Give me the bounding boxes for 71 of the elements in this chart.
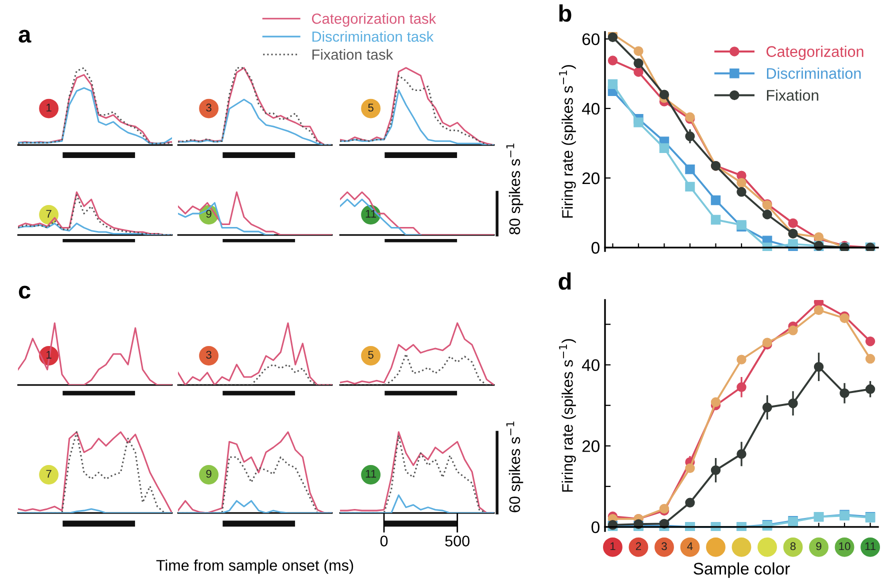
point: [685, 498, 695, 508]
legend-label: Discrimination: [766, 68, 861, 79]
annotation: 3: [206, 104, 212, 112]
legend-label: Fixation: [766, 90, 818, 101]
point: [608, 32, 618, 42]
y-tick-label: 20: [582, 440, 600, 452]
point: [736, 178, 746, 188]
x-tick-label: 500: [445, 536, 470, 546]
y-axis-title: Firing rate (spikes s$^{−1}$): [559, 65, 576, 218]
point: [865, 354, 876, 364]
legend-label: Categorization task: [312, 13, 436, 27]
point: [608, 79, 618, 90]
point: [814, 305, 824, 315]
chart-title: c: [18, 286, 30, 299]
point: [736, 187, 746, 197]
text: 80 spikes s$^{−1}$: [506, 144, 524, 234]
point: [865, 336, 876, 346]
x-tick-label: 0: [380, 536, 388, 546]
y-tick-label: 0: [592, 242, 600, 254]
annotation: 9: [206, 210, 212, 218]
point: [736, 354, 746, 364]
annotation: 11: [366, 470, 376, 478]
legend-label: Fixation task: [312, 49, 394, 60]
annotation: 5: [368, 350, 374, 359]
point: [685, 463, 695, 474]
legend-label: Categorization: [766, 46, 864, 60]
x-tick-label: 4: [687, 542, 693, 550]
point: [634, 118, 644, 128]
x-tick-label: 1: [610, 542, 616, 550]
annotation: 1: [46, 104, 52, 112]
point: [608, 56, 618, 66]
x-tick-label: 8: [790, 542, 796, 550]
x-tick-label: 11: [865, 542, 876, 550]
point: [762, 210, 772, 220]
x-axis-title: Sample color: [694, 562, 790, 578]
x-tick-label: 10: [839, 542, 850, 550]
annotation: 7: [46, 470, 52, 478]
point: [685, 182, 695, 192]
y-tick-label: 0: [592, 521, 600, 534]
point: [659, 90, 670, 100]
point: [710, 397, 721, 407]
annotation: 3: [206, 350, 212, 359]
y-axis-title: Firing rate (spikes s$^{−1}$): [559, 339, 576, 492]
annotation: 11: [366, 210, 376, 218]
annotation: 9: [206, 470, 212, 478]
point: [710, 214, 721, 225]
text: 60 spikes s$^{−1}$: [506, 422, 524, 512]
point: [634, 58, 644, 68]
chart-title: d: [558, 272, 571, 290]
x-tick-label: 2: [636, 542, 642, 550]
annotation: 5: [368, 104, 374, 112]
point: [634, 67, 644, 77]
y-tick-label: 40: [582, 102, 600, 115]
x-tick-label: 9: [816, 542, 822, 550]
chart-title: a: [18, 30, 32, 43]
y-tick-label: 20: [582, 172, 600, 184]
point: [788, 218, 798, 228]
point: [634, 46, 644, 56]
x-tick-label: 3: [662, 542, 667, 550]
y-tick-label: 40: [582, 359, 600, 372]
point: [788, 239, 798, 249]
y-tick-label: 60: [582, 33, 600, 46]
annotation: 7: [46, 210, 52, 218]
point: [685, 164, 695, 174]
point: [659, 143, 670, 153]
chart-title: b: [559, 4, 572, 22]
annotation: 1: [46, 350, 52, 359]
x-axis-title: Time from sample onset (ms): [156, 560, 354, 574]
legend-label: Discrimination task: [312, 31, 434, 42]
point: [788, 326, 798, 336]
point: [710, 195, 721, 206]
